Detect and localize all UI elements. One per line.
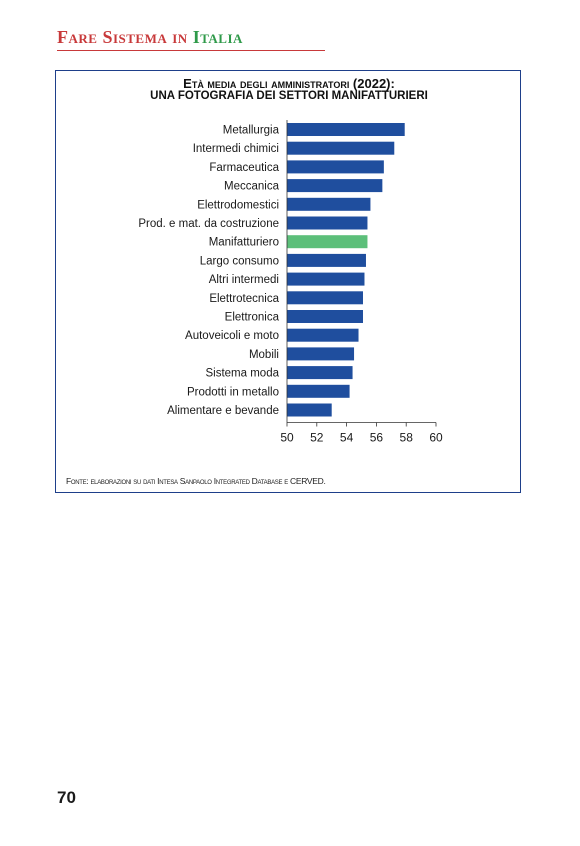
category-label: Metallurgia: [223, 125, 280, 137]
chart-frame: Età media degli amministratori (2022): U…: [55, 70, 521, 493]
x-tick-label: 58: [400, 431, 414, 445]
x-tick-label: 60: [429, 431, 443, 445]
category-label: Prod. e mat. da costruzione: [138, 218, 279, 230]
bar: [287, 310, 363, 323]
bar: [287, 123, 405, 136]
category-label: Alimentare e bevande: [167, 405, 279, 417]
category-label: Sistema moda: [205, 368, 279, 380]
x-tick-label: 50: [280, 431, 294, 445]
running-header: Fare Sistema in Italia: [57, 26, 325, 51]
category-label: Elettrotecnica: [209, 293, 279, 305]
x-tick-label: 52: [310, 431, 324, 445]
category-label: Meccanica: [224, 181, 280, 193]
bar-chart: Metallurgia Intermedi chimici Farmaceutica…: [138, 120, 443, 445]
category-label: Elettrodomestici: [197, 199, 279, 211]
page-number: 70: [57, 788, 76, 807]
category-label: Autoveicoli e moto: [185, 330, 279, 342]
category-label: Prodotti in metallo: [187, 386, 279, 398]
running-header-title: Fare Sistema in Italia: [57, 26, 325, 48]
bar: [287, 141, 395, 155]
category-label: Intermedi chimici: [193, 143, 279, 155]
bar: [287, 253, 366, 267]
x-tick-label: 56: [370, 431, 384, 445]
header-rule: [57, 50, 325, 51]
category-label: Mobili: [249, 349, 279, 361]
header-title-part1: Fare Sistema in: [57, 27, 188, 47]
header-title-part2: Italia: [192, 27, 243, 47]
bar: [287, 179, 383, 193]
bar: [287, 366, 353, 380]
bar: [287, 160, 384, 174]
bar: [287, 328, 359, 342]
category-label: Farmaceutica: [209, 162, 279, 174]
chart-title-block: Età media degli amministratori (2022): U…: [56, 77, 522, 103]
bar: [287, 403, 332, 417]
bar: [287, 216, 368, 230]
bar: [287, 347, 355, 361]
category-label: Largo consumo: [200, 255, 279, 267]
category-label: Manifatturiero: [209, 237, 279, 249]
category-label: Altri intermedi: [209, 274, 279, 286]
bar-highlight: [287, 235, 368, 249]
bar: [287, 384, 350, 398]
x-tick-label: 54: [340, 431, 354, 445]
bar: [287, 291, 363, 305]
chart-subtitle: UNA FOTOGRAFIA DEI SETTORI MANIFATTURIER…: [150, 90, 428, 102]
chart-title: Età media degli amministratori (2022):: [183, 76, 395, 91]
category-label: Elettronica: [225, 312, 280, 324]
bar: [287, 272, 365, 286]
bar: [287, 197, 371, 211]
source-note: Fonte: elaborazioni su dati Intesa Sanpa…: [66, 476, 326, 486]
